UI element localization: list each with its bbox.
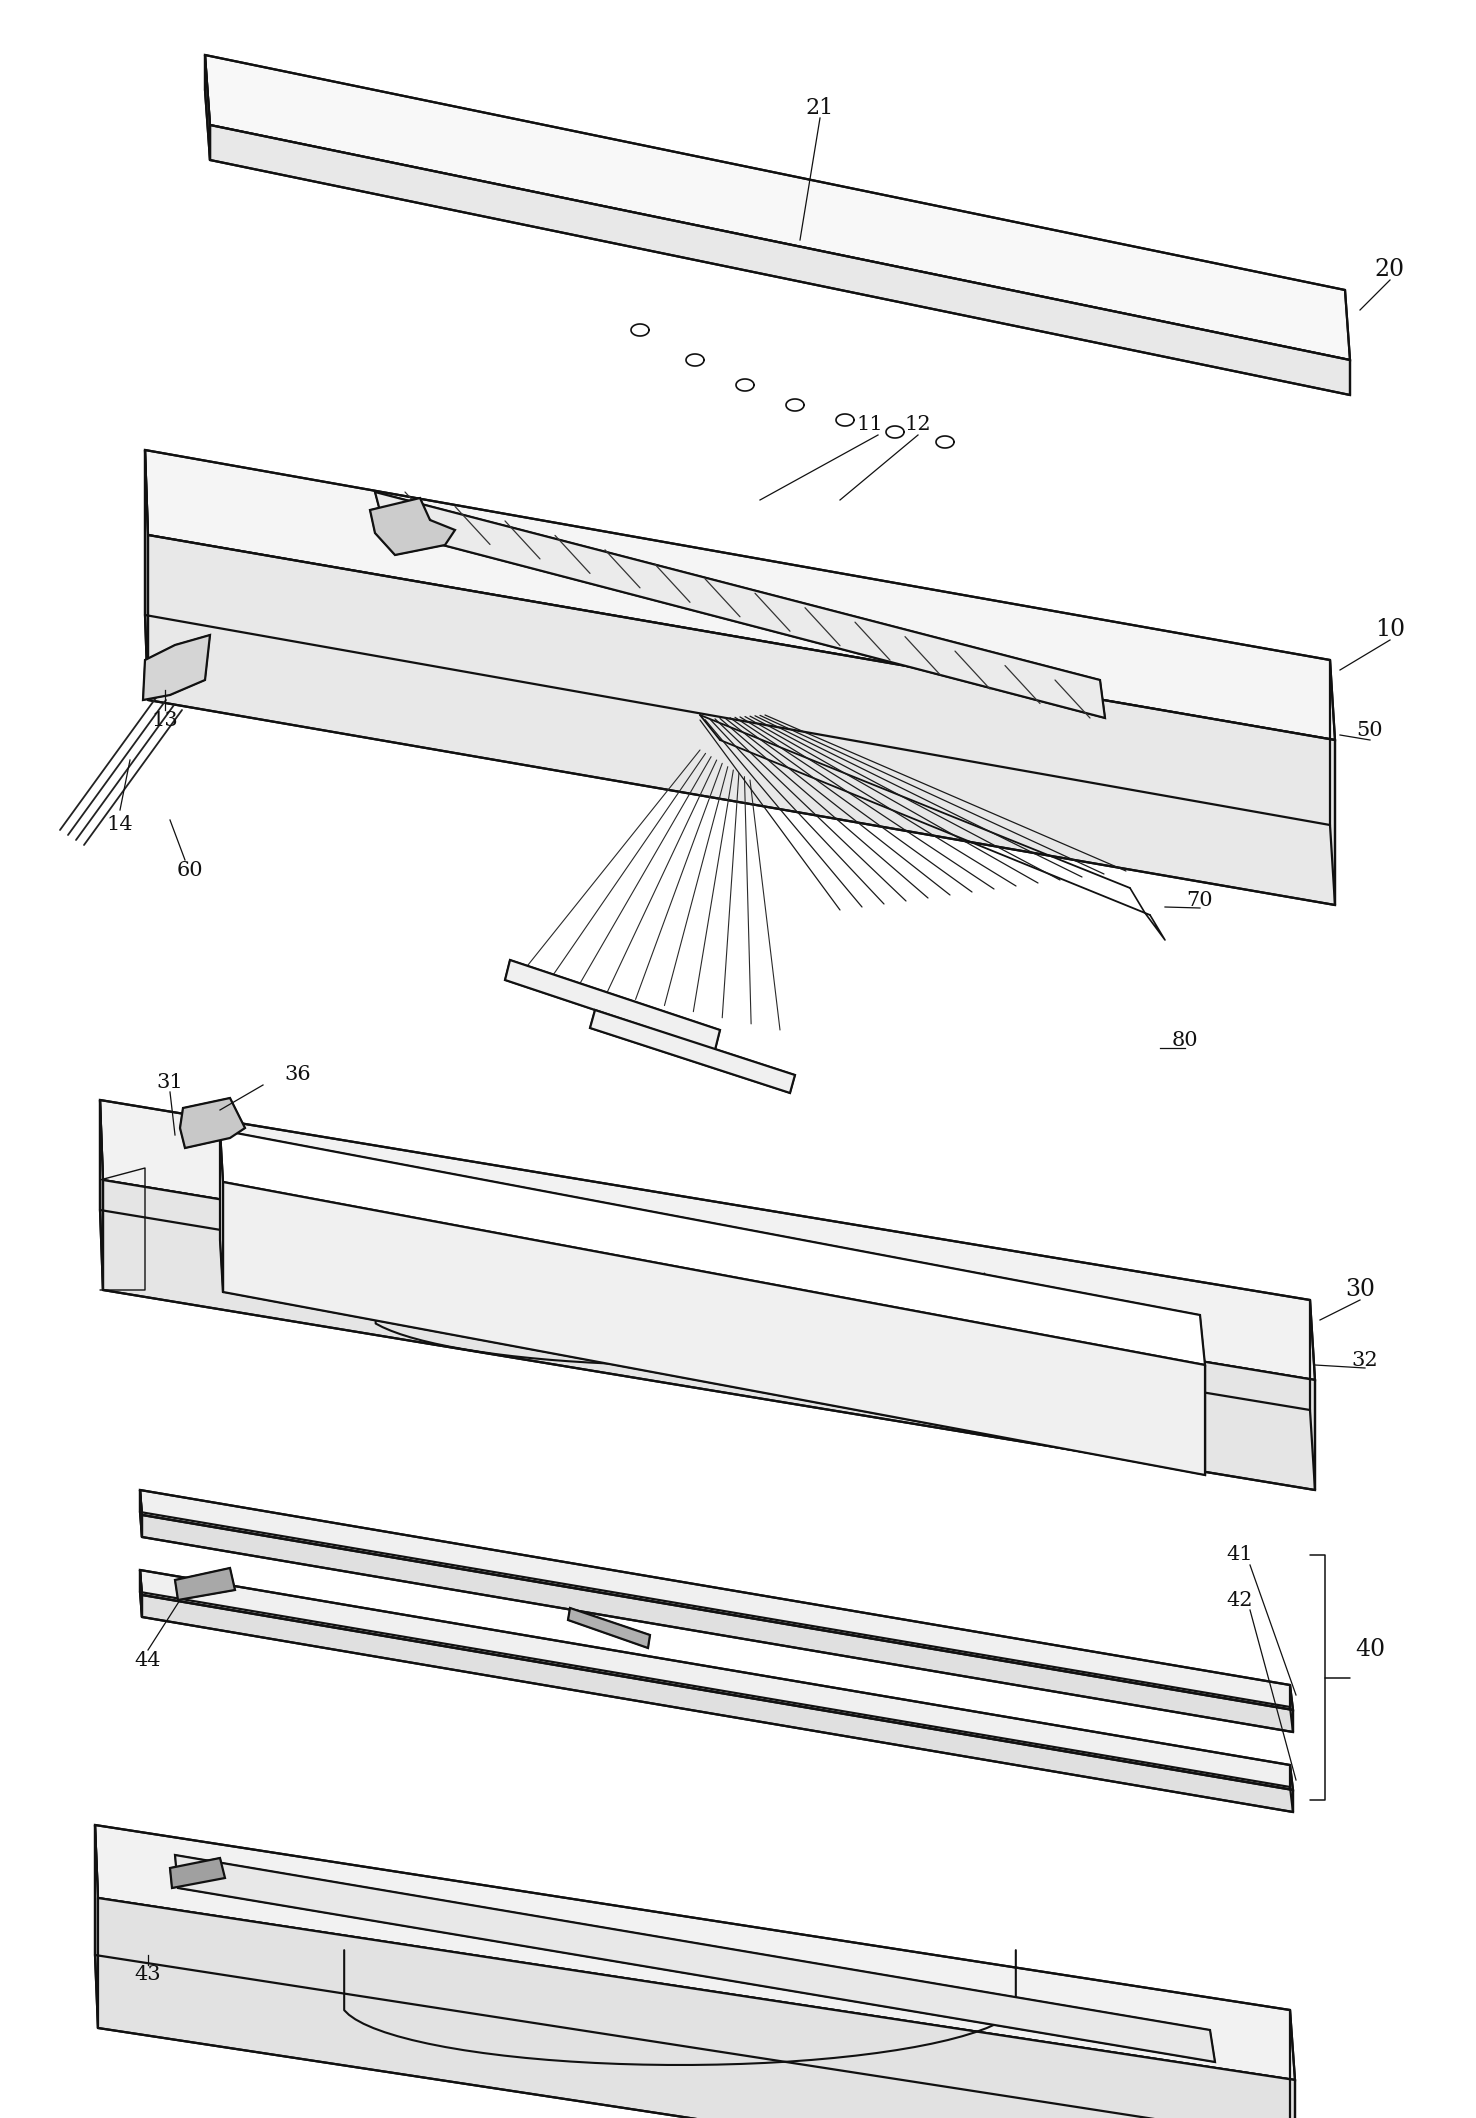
Polygon shape: [176, 1567, 235, 1599]
Text: 42: 42: [1227, 1591, 1253, 1610]
Polygon shape: [176, 1855, 1215, 2063]
Polygon shape: [100, 1099, 103, 1290]
Text: 40: 40: [1355, 1639, 1384, 1661]
Text: 44: 44: [134, 1650, 161, 1669]
Polygon shape: [142, 1595, 1293, 1813]
Text: 36: 36: [285, 1065, 311, 1084]
Polygon shape: [590, 1010, 796, 1093]
Polygon shape: [220, 1131, 1204, 1364]
Polygon shape: [140, 1569, 1293, 1790]
Polygon shape: [180, 1097, 245, 1148]
Text: 30: 30: [1345, 1279, 1376, 1300]
Polygon shape: [505, 959, 720, 1051]
Polygon shape: [148, 536, 1334, 904]
Polygon shape: [140, 1489, 1293, 1709]
Polygon shape: [140, 1569, 142, 1616]
Polygon shape: [205, 55, 210, 161]
Text: 10: 10: [1376, 618, 1405, 642]
Polygon shape: [205, 55, 1351, 360]
Text: 20: 20: [1376, 258, 1405, 282]
Polygon shape: [143, 635, 210, 701]
Polygon shape: [375, 491, 1106, 718]
Polygon shape: [100, 1099, 1315, 1381]
Polygon shape: [103, 1180, 1315, 1489]
Polygon shape: [145, 449, 1334, 739]
Polygon shape: [370, 498, 455, 555]
Text: 50: 50: [1356, 720, 1383, 739]
Polygon shape: [94, 1826, 97, 2029]
Polygon shape: [223, 1182, 1204, 1474]
Polygon shape: [94, 1826, 1294, 2080]
Polygon shape: [210, 125, 1351, 394]
Text: 11: 11: [856, 415, 883, 434]
Polygon shape: [142, 1514, 1293, 1733]
Text: 60: 60: [177, 860, 204, 879]
Text: 13: 13: [152, 710, 179, 729]
Text: 80: 80: [1172, 1031, 1199, 1051]
Text: 21: 21: [806, 97, 834, 119]
Polygon shape: [97, 1898, 1294, 2118]
Text: 70: 70: [1187, 890, 1213, 909]
Text: 31: 31: [156, 1072, 183, 1091]
Polygon shape: [568, 1608, 649, 1648]
Polygon shape: [140, 1489, 142, 1538]
Polygon shape: [170, 1857, 224, 1887]
Text: 41: 41: [1227, 1546, 1253, 1565]
Text: 12: 12: [905, 415, 931, 434]
Polygon shape: [220, 1131, 223, 1292]
Text: 43: 43: [134, 1966, 161, 1985]
Text: 14: 14: [106, 815, 133, 834]
Polygon shape: [145, 449, 148, 701]
Text: 32: 32: [1352, 1351, 1379, 1370]
